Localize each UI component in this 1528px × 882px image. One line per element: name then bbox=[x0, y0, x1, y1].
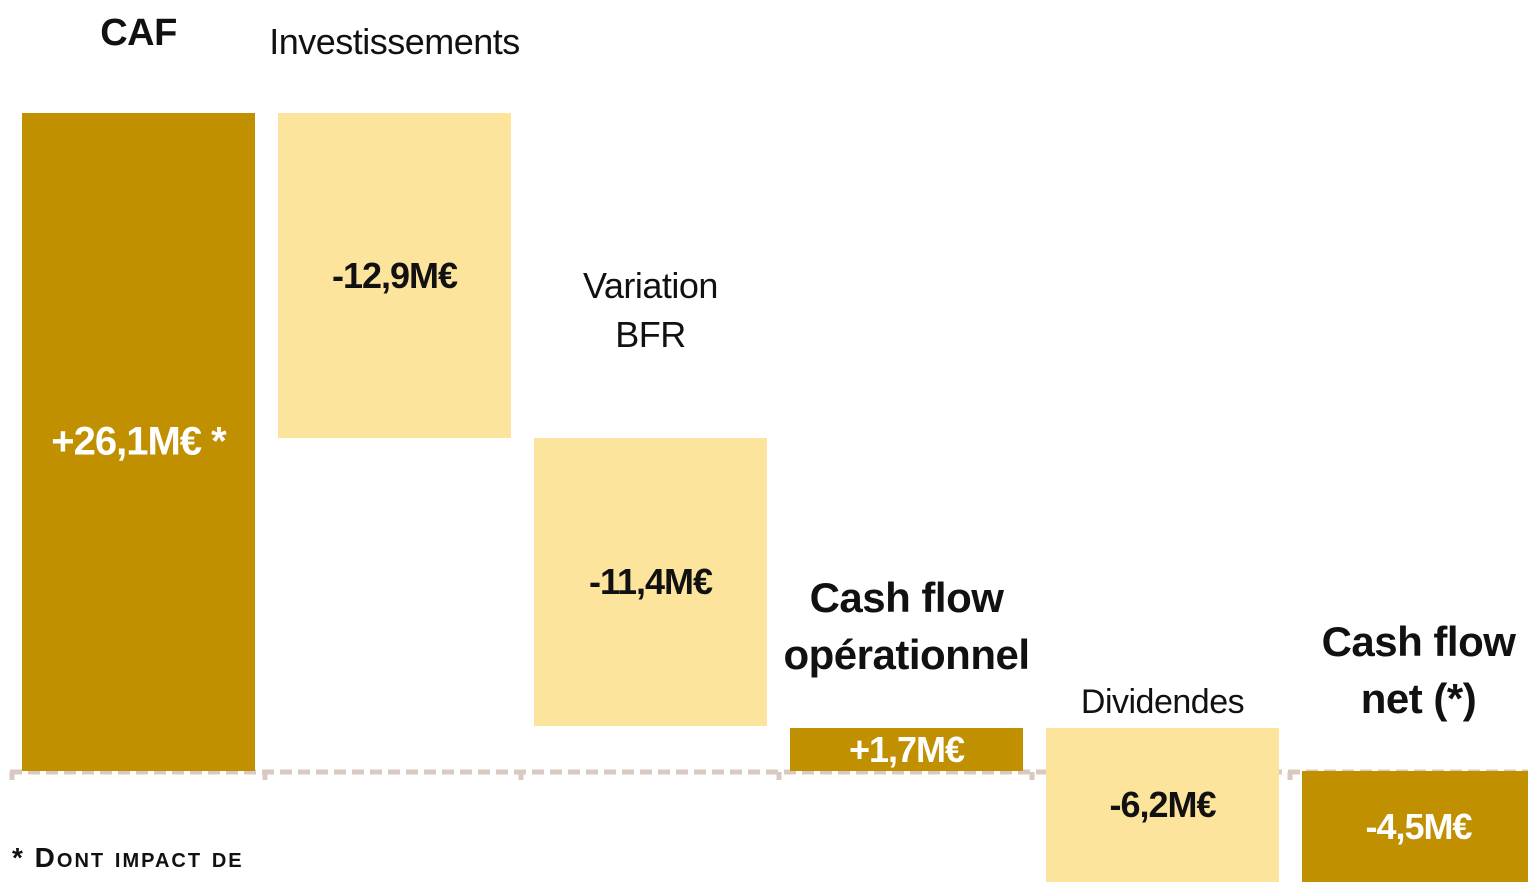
bar bbox=[534, 438, 767, 726]
bar bbox=[1302, 771, 1528, 882]
footnote: * Dont impact de bbox=[12, 842, 244, 873]
bar bbox=[278, 113, 511, 439]
value-label: -11,4M€ bbox=[588, 561, 713, 602]
value-label: +1,7M€ bbox=[848, 728, 965, 770]
value-label: +26,1M€ * bbox=[51, 419, 226, 464]
category-label: Investissements bbox=[269, 21, 520, 62]
value-label: -12,9M€ bbox=[331, 254, 458, 296]
bar bbox=[22, 113, 255, 771]
bar bbox=[1046, 728, 1279, 882]
category-label: CAF bbox=[100, 12, 177, 54]
category-label: Dividendes bbox=[1080, 683, 1245, 721]
category-label: Variation BFR bbox=[583, 265, 718, 355]
bar bbox=[790, 728, 1023, 771]
category-label: Cash flow net (*) bbox=[1321, 618, 1516, 722]
value-label: -4,5M€ bbox=[1365, 805, 1472, 847]
baseline bbox=[9, 769, 1528, 780]
category-label: Cash flow opérationnel bbox=[783, 574, 1030, 678]
value-label: -6,2M€ bbox=[1109, 784, 1216, 826]
